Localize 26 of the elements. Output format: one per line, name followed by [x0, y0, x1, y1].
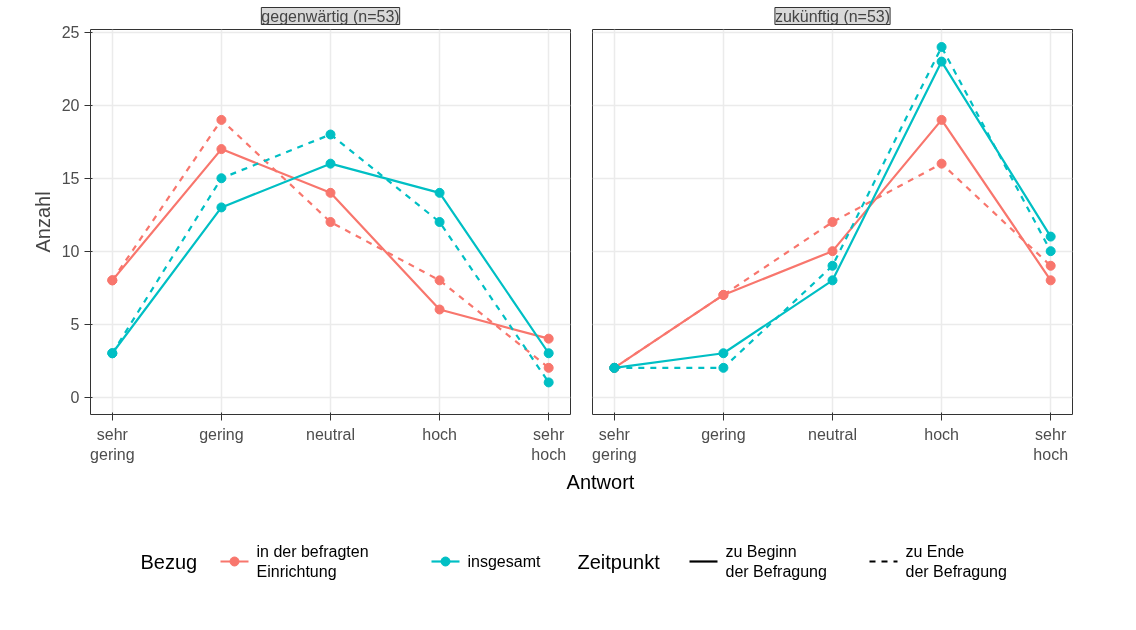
y-tick-label: 0: [70, 389, 80, 406]
x-tick-label: neutral: [808, 425, 857, 443]
y-tick-label: 25: [61, 24, 80, 42]
y-tick-label: 10: [61, 243, 80, 261]
y-axis-title: Anzahl: [31, 191, 54, 253]
x-tick-label: sehr gering: [90, 425, 135, 463]
x-tick-label: hoch: [422, 425, 457, 443]
text: Zeitpunkt: [577, 550, 661, 573]
chart-title: gegenwärtig (n=53): [261, 7, 400, 25]
y-tick-label: 5: [70, 316, 80, 334]
legend-label: insgesamt: [467, 553, 541, 570]
legend-label: in der befragten Einrichtung: [256, 542, 369, 581]
x-axis-title: Antwort: [566, 470, 635, 493]
x-tick-label: sehr gering: [592, 425, 637, 463]
chart-title: zukünftig (n=53): [774, 7, 891, 25]
y-tick-label: 15: [61, 170, 80, 188]
y-tick-label: 20: [61, 97, 80, 115]
x-tick-label: sehr hoch: [1033, 425, 1069, 463]
x-tick-label: neutral: [306, 425, 355, 443]
text: zu Beginn der Befragung: [725, 542, 827, 581]
x-tick-label: hoch: [924, 425, 959, 443]
x-tick-label: sehr hoch: [531, 425, 567, 463]
x-tick-label: gering: [701, 425, 746, 443]
text: zu Ende der Befragung: [905, 542, 1007, 581]
legend-title: Bezug: [140, 550, 198, 573]
x-tick-label: gering: [199, 425, 244, 443]
